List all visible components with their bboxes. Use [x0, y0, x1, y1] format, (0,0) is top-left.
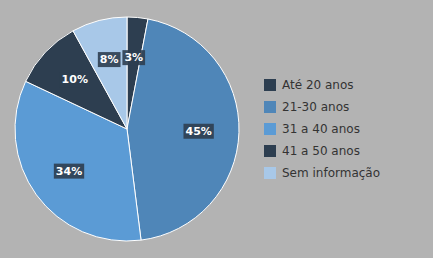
data-label-box: [54, 164, 84, 179]
data-label: 10%: [62, 73, 88, 86]
legend-swatch: [264, 123, 276, 135]
legend-item: Sem informação: [264, 166, 380, 180]
legend-label: 31 a 40 anos: [282, 122, 360, 136]
legend: Até 20 anos 21-30 anos 31 a 40 anos 41 a 50…: [264, 78, 380, 180]
legend-label: 41 a 50 anos: [282, 144, 360, 158]
legend-swatch: [264, 167, 276, 179]
legend-swatch: [264, 101, 276, 113]
legend-label: 21-30 anos: [282, 100, 349, 114]
data-label: 45%: [185, 125, 211, 138]
chart: 3% 45% 34% 10% 8% Até 20 anos 21-30 anos 31 a 4…: [0, 0, 433, 258]
legend-item: 21-30 anos: [264, 100, 349, 114]
data-label-box: [60, 72, 90, 87]
data-label: 34%: [56, 165, 82, 178]
legend-item: 31 a 40 anos: [264, 122, 360, 136]
data-label: 8%: [100, 53, 119, 66]
data-label-box: [183, 124, 213, 139]
data-label-group: 8%: [98, 52, 121, 67]
legend-swatch: [264, 79, 276, 91]
data-label-box: [98, 52, 121, 67]
legend-label: Até 20 anos: [282, 78, 354, 92]
data-label-group: 34%: [54, 164, 84, 179]
data-label-group: 45%: [183, 124, 213, 139]
data-labels: 3% 45% 34% 10% 8%: [54, 50, 214, 178]
data-label-group: 3%: [122, 50, 145, 65]
legend-label: Sem informação: [282, 166, 380, 180]
legend-swatch: [264, 145, 276, 157]
data-label: 3%: [124, 51, 143, 64]
data-label-box: [122, 50, 145, 65]
legend-item: 41 a 50 anos: [264, 144, 360, 158]
pie: [15, 17, 239, 241]
legend-item: Até 20 anos: [264, 78, 354, 92]
data-label-group: 10%: [60, 72, 90, 87]
